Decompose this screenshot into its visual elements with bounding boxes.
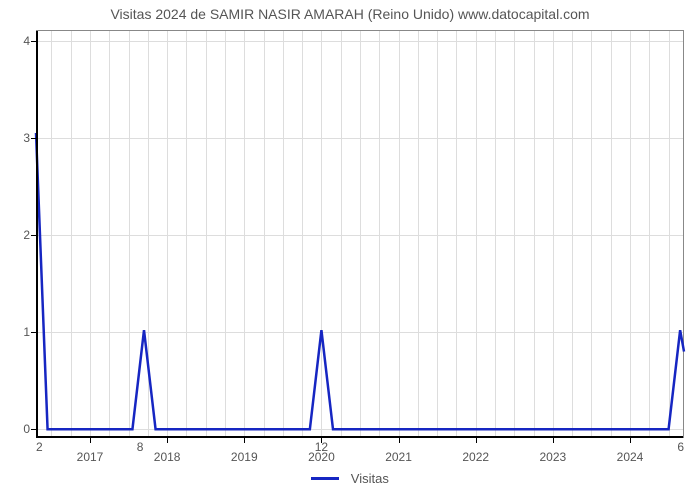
x-tick-label: 2017 <box>77 438 104 464</box>
overlay-x-label: 6 <box>677 440 684 454</box>
x-axis <box>36 436 683 438</box>
x-tick-label: 2019 <box>231 438 258 464</box>
legend-label: Visitas <box>351 471 389 486</box>
y-tick-label: 1 <box>23 325 36 339</box>
y-tick-label: 4 <box>23 34 36 48</box>
x-tick-label: 2021 <box>385 438 412 464</box>
legend: Visitas <box>0 470 700 486</box>
y-tick-label: 0 <box>23 422 36 436</box>
chart-container: Visitas 2024 de SAMIR NASIR AMARAH (Rein… <box>0 0 700 500</box>
y-tick-label: 2 <box>23 228 36 242</box>
x-tick-label: 2024 <box>617 438 644 464</box>
overlay-x-label: 2 <box>36 440 43 454</box>
y-tick-label: 3 <box>23 131 36 145</box>
x-tick-label: 2022 <box>462 438 489 464</box>
x-tick-label: 2018 <box>154 438 181 464</box>
overlay-x-label: 12 <box>315 440 328 454</box>
y-axis <box>36 31 38 438</box>
line-series <box>36 31 684 439</box>
x-tick-label: 2023 <box>539 438 566 464</box>
chart-title: Visitas 2024 de SAMIR NASIR AMARAH (Rein… <box>0 6 700 22</box>
plot-area: 01234 20172018201920202021202220232024 2… <box>36 30 684 438</box>
overlay-x-label: 8 <box>137 440 144 454</box>
legend-swatch <box>311 477 339 480</box>
series-line <box>36 133 684 429</box>
